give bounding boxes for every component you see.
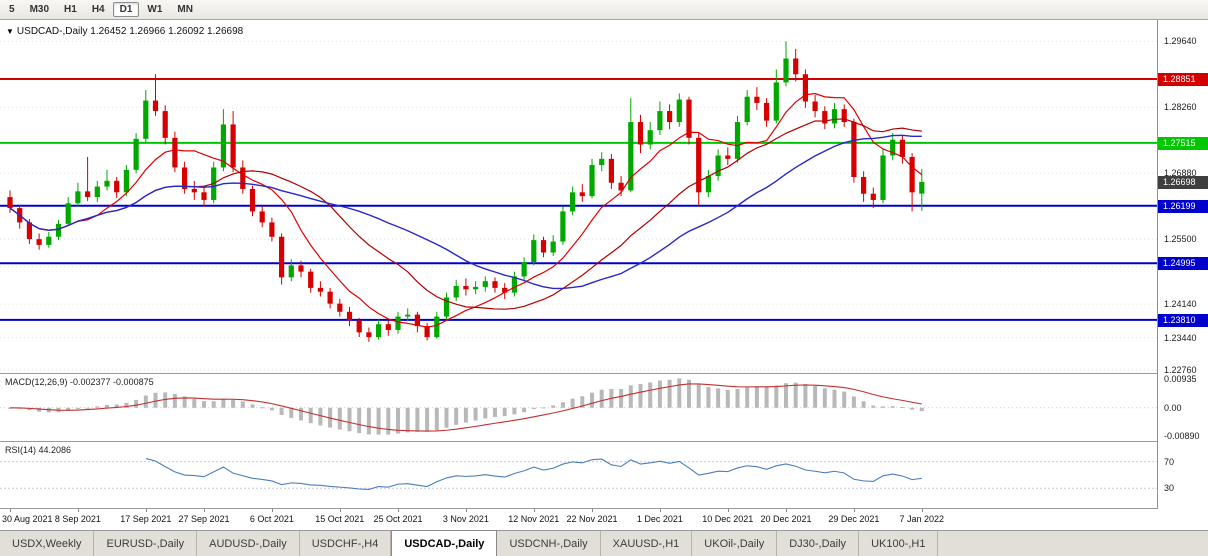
tab-usdx-weekly[interactable]: USDX,Weekly: [0, 531, 95, 556]
level-price-badge: 1.28851: [1158, 72, 1208, 86]
tab-uk100-h1[interactable]: UK100-,H1: [859, 531, 939, 556]
level-price-badge: 1.23810: [1158, 313, 1208, 327]
macd-signal-line: [9, 383, 922, 432]
panel-separator-time-axis: [0, 508, 1208, 509]
tab-dj30-daily[interactable]: DJ30-,Daily: [777, 531, 860, 556]
level-price-badge: 1.24995: [1158, 257, 1208, 271]
macd-histogram: [8, 378, 924, 435]
timeframe-toolbar: 5 M30 H1 H4 D1 W1 MN: [0, 0, 1208, 20]
price-axis-label: 0.00: [1164, 402, 1182, 413]
time-axis-tick: [398, 509, 399, 512]
price-axis-label: 30: [1164, 483, 1175, 494]
price-axis-label: 70: [1164, 456, 1175, 467]
tab-eurusd-daily[interactable]: EURUSD-,Daily: [94, 531, 198, 556]
level-price-badge: 1.27515: [1158, 136, 1208, 150]
chart-title: ▼ USDCAD-,Daily 1.26452 1.26966 1.26092 1…: [6, 26, 243, 37]
timeframe-button-H4[interactable]: H4: [91, 4, 105, 15]
timeframe-button-5[interactable]: 5: [9, 4, 15, 15]
time-axis-tick: [533, 509, 535, 512]
chart-tabs-bar: USDX,Weekly EURUSD-,Daily AUDUSD-,Daily USD…: [0, 530, 1208, 556]
time-axis-label: 1 Dec 2021: [636, 514, 683, 524]
price-axis-label: 1.23440: [1164, 332, 1197, 343]
time-axis-label: 29 Dec 2021: [828, 514, 880, 524]
time-axis-label: 27 Sep 2021: [178, 514, 230, 524]
chart-title-text: USDCAD-,Daily 1.26452 1.26966 1.26092 1.…: [16, 26, 244, 37]
horizontal-level-lines[interactable]: [0, 77, 1157, 321]
time-axis-tick: [592, 509, 593, 512]
price-axis-label: 1.24140: [1164, 299, 1197, 310]
price-axis-label: 1.26880: [1164, 168, 1197, 179]
time-axis-label: 3 Nov 2021: [442, 514, 489, 524]
time-axis-label: 17 Sep 2021: [120, 514, 172, 524]
rsi-line: [145, 458, 922, 490]
tab-ukoil-daily[interactable]: UKOil-,Daily: [692, 531, 778, 556]
symbol-dropdown-icon[interactable]: ▼: [6, 27, 14, 36]
time-axis-tick: [10, 509, 11, 512]
time-axis-label: 7 Jan 2022: [899, 514, 945, 524]
time-axis-label: 20 Dec 2021: [760, 514, 812, 524]
time-axis-label: 12 Nov 2021: [508, 514, 560, 524]
candlesticks: [7, 41, 925, 342]
time-axis-tick: [921, 509, 923, 512]
rsi-label: RSI(14) 44.2086: [5, 445, 72, 455]
time-axis[interactable]: 30 Aug 2021 8 Sep 2021 17 Sep 2021 27 Sep 2…: [0, 509, 1208, 529]
time-axis-label: 10 Dec 2021: [702, 514, 754, 524]
tab-usdchf-h4[interactable]: USDCHF-,H4: [300, 531, 392, 556]
price-axis-label: 1.29640: [1164, 36, 1197, 47]
timeframe-button-W1[interactable]: W1: [147, 4, 163, 15]
time-axis-tick: [77, 509, 79, 512]
moving-average-lines: [9, 92, 923, 328]
time-axis-label: 8 Sep 2021: [54, 514, 101, 524]
level-price-badge: 1.26199: [1158, 199, 1208, 213]
time-axis-label: 22 Nov 2021: [566, 514, 618, 524]
timeframe-button-H1[interactable]: H1: [64, 4, 77, 15]
price-axis-label: 1.28260: [1164, 102, 1197, 113]
timeframe-button-D1[interactable]: D1: [112, 2, 140, 17]
price-axis-label: -0.00890: [1164, 431, 1200, 441]
time-axis-label: 25 Oct 2021: [373, 514, 423, 524]
current-price-badge: 1.26698: [1158, 175, 1208, 189]
time-axis-tick: [727, 509, 729, 512]
panel-separator-rsi[interactable]: [0, 441, 1208, 442]
chart-canvas[interactable]: [0, 0, 1208, 530]
tab-usdcnh-daily[interactable]: USDCNH-,Daily: [497, 531, 601, 556]
price-axis[interactable]: 1.296401.282601.268801.255001.249201.241…: [1157, 20, 1208, 509]
time-axis-tick: [853, 509, 855, 512]
tab-usdcad-daily[interactable]: USDCAD-,Daily: [391, 530, 498, 556]
time-axis-tick: [339, 509, 341, 512]
rsi-level-lines: [0, 461, 1157, 489]
price-axis-label: 1.22760: [1164, 365, 1197, 376]
price-gridlines: [0, 40, 1157, 371]
time-axis-label: 15 Oct 2021: [315, 514, 365, 524]
time-axis-tick: [659, 509, 661, 512]
tab-xauusd-h1[interactable]: XAUUSD-,H1: [601, 531, 693, 556]
time-axis-tick: [786, 509, 787, 512]
macd-label: MACD(12,26,9) -0.002377 -0.000875: [5, 377, 154, 387]
time-axis-tick: [204, 509, 205, 512]
timeframe-button-MN[interactable]: MN: [177, 4, 193, 15]
price-axis-label: 0.00935: [1164, 374, 1197, 384]
time-axis-tick: [465, 509, 467, 512]
time-axis-label: 6 Oct 2021: [249, 514, 294, 524]
time-axis-tick: [271, 509, 273, 512]
timeframe-button-M30[interactable]: M30: [29, 4, 50, 15]
tab-audusd-daily[interactable]: AUDUSD-,Daily: [197, 531, 300, 556]
price-axis-label: 1.25500: [1164, 234, 1197, 245]
time-axis-tick: [145, 509, 147, 512]
panel-separator-macd[interactable]: [0, 373, 1208, 374]
time-axis-label: 30 Aug 2021: [2, 514, 53, 524]
